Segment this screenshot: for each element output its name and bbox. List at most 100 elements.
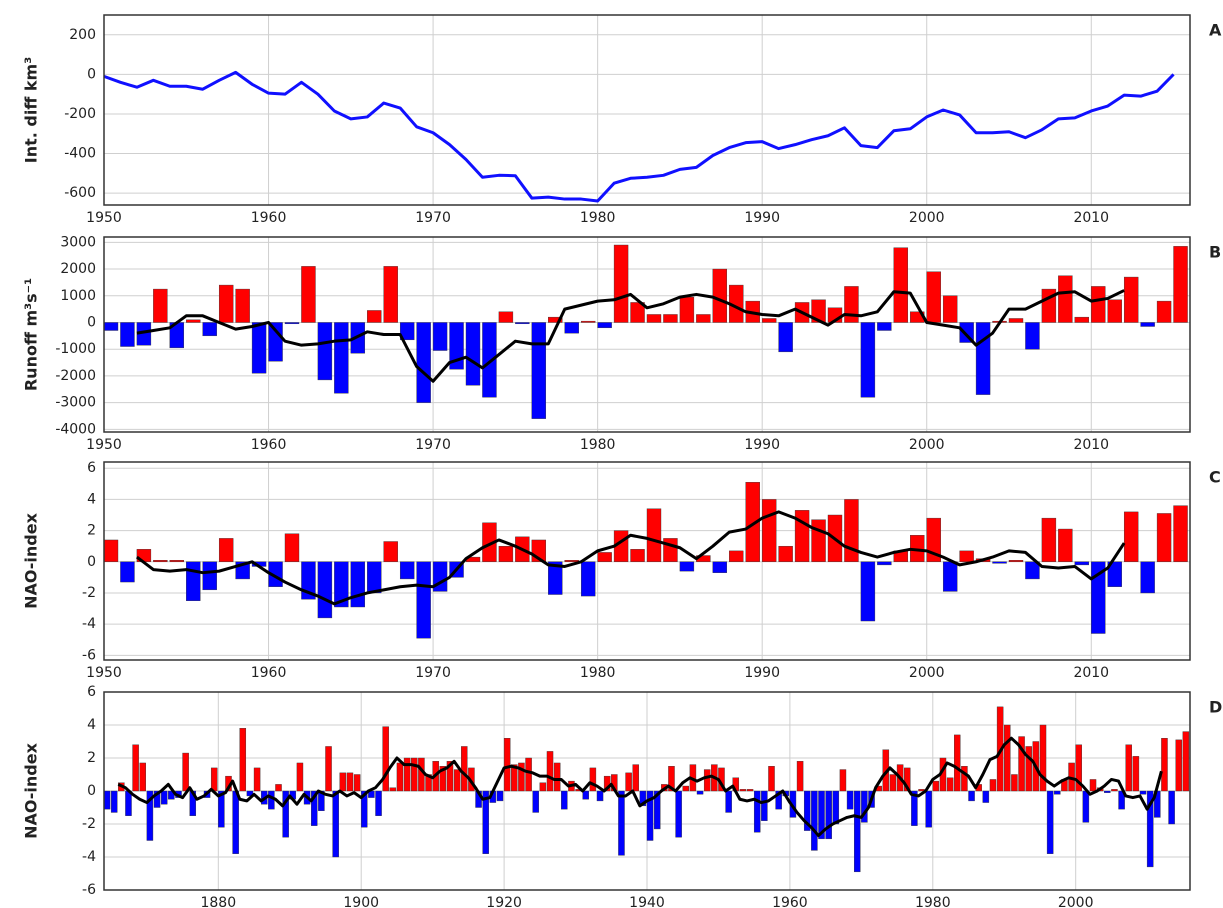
panel: -6 -4 -2 0 2 4 6 1880 1900 1920 1940 1960 1980 2000 NA… [22,684,1223,908]
bar [232,790,239,854]
bar [160,790,168,805]
bar [646,790,654,841]
bar [968,790,975,802]
bar [1074,316,1090,323]
x-tick-label: 1950 [86,665,122,681]
bar [1004,724,1011,792]
bar [982,790,990,803]
bar [632,764,639,792]
bar [1058,528,1073,562]
y-axis-label: NAO-index [22,512,41,608]
bar [761,790,768,821]
bar [153,288,168,323]
bar [1111,789,1118,792]
bar [1140,561,1155,594]
bar [625,772,632,792]
bar [860,322,876,398]
bar [515,322,530,325]
bar [532,790,539,813]
bar [503,738,511,792]
bar [696,314,711,323]
bar [531,322,547,419]
bar [1082,790,1090,823]
bar [120,322,135,347]
bar [1107,561,1122,587]
bar [1107,299,1122,323]
bar [153,560,168,562]
x-tick-label: 1940 [629,895,665,908]
bar [653,790,661,830]
bar [811,790,818,851]
bar [453,769,461,792]
y-tick-label: -600 [64,185,96,201]
bar [1025,746,1032,792]
bar [712,268,728,323]
bar [746,789,754,792]
x-tick-label: 1990 [744,437,780,453]
bar [613,244,629,323]
y-axis-label: Runoff m³s⁻¹ [22,278,41,391]
bar [103,790,111,810]
bar [992,561,1007,564]
bar [332,790,339,858]
bar [1104,790,1111,793]
bar [1173,505,1188,562]
panel-label: B [1209,243,1221,262]
bar [1118,790,1125,810]
bar [275,784,282,792]
bar [725,790,732,813]
bar [399,322,415,341]
bar [663,538,678,562]
bar [946,777,954,792]
bar [1182,731,1190,792]
bar [389,787,397,792]
x-tick-label: 2000 [909,665,945,681]
bar [110,790,118,813]
bar [682,785,689,792]
bar [811,299,826,323]
bar [580,561,596,597]
bar [120,561,135,583]
plot-frame [103,236,1191,433]
bar [1039,724,1047,792]
panel: -600 -400 -200 0 200 1950 1960 1970 1980 1990 2000… [22,14,1222,226]
bar [932,780,940,792]
bar [1046,790,1054,854]
bar [396,762,404,792]
bar [382,726,389,792]
bar [125,790,132,816]
y-tick-label: 2 [87,523,96,539]
bar [169,560,185,562]
bar [383,541,398,562]
bar [942,561,958,592]
bar [461,746,468,792]
bar [496,790,504,802]
y-tick-label: -6 [82,647,96,663]
bar [646,508,662,562]
bar [518,762,525,792]
plot-frame [103,14,1191,206]
bar [253,767,261,792]
bar [853,790,861,873]
x-tick-label: 1980 [915,895,951,908]
bar [1140,322,1155,327]
bar [811,519,826,562]
bar [103,322,119,331]
bar [1091,561,1106,634]
x-tick-label: 2010 [1073,437,1109,453]
bar [825,790,832,840]
x-tick-label: 2010 [1073,665,1109,681]
bar [546,751,554,792]
bar [926,271,941,323]
x-tick-label: 1990 [744,665,780,681]
bar [663,314,678,323]
bar [334,561,349,608]
bar [239,728,247,792]
x-tick-label: 2000 [1058,895,1094,908]
bar [284,533,300,562]
panel: -4000 -3000 -2000 -1000 0 1000 2000 3000 1950 196… [22,234,1222,453]
bar [1018,736,1025,792]
bar [202,561,217,591]
bar [539,782,547,792]
